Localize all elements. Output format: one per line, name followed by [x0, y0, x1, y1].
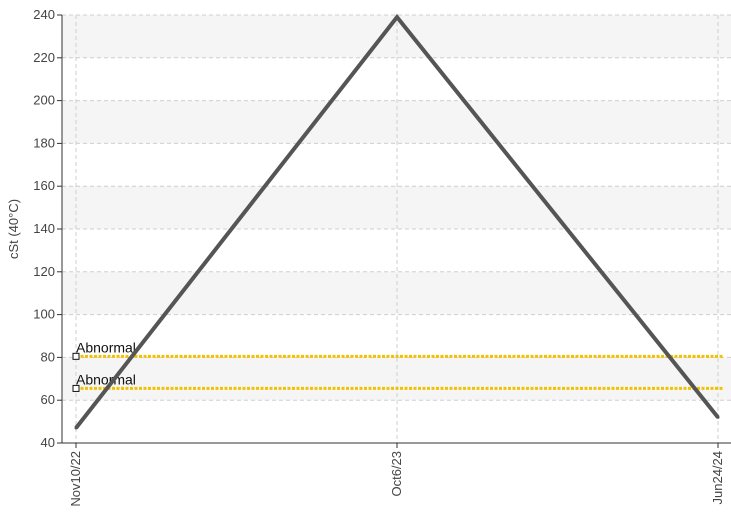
- x-tick-label: Nov10/22: [68, 451, 83, 507]
- y-axis-title: cSt (40°C): [6, 199, 21, 259]
- data-point: [74, 426, 78, 430]
- y-tick-labels: 40 60 80 100 120 140 160 180 200 220 240: [33, 7, 55, 450]
- data-series: [74, 13, 720, 430]
- axes: [57, 14, 731, 448]
- x-tick-labels: Nov10/22 Oct6/23 Jun24/24: [68, 451, 725, 507]
- threshold-label: Abnormal: [76, 339, 136, 355]
- gridlines: [62, 14, 731, 443]
- y-tick-label: 140: [33, 221, 55, 236]
- data-point: [395, 15, 399, 19]
- x-tick-label: Jun24/24: [710, 451, 725, 505]
- threshold-marker: [72, 352, 80, 360]
- threshold-marker: [72, 384, 80, 392]
- y-tick-label: 60: [41, 392, 55, 407]
- y-tick-label: 40: [41, 435, 55, 450]
- data-point: [716, 415, 720, 419]
- y-tick-label: 120: [33, 264, 55, 279]
- y-tick-label: 200: [33, 93, 55, 108]
- x-tick-label: Oct6/23: [389, 451, 404, 497]
- y-tick-label: 220: [33, 50, 55, 65]
- threshold-lines: Abnormal Abnormal: [72, 339, 723, 392]
- y-tick-label: 180: [33, 135, 55, 150]
- y-tick-label: 100: [33, 307, 55, 322]
- y-tick-label: 240: [33, 7, 55, 22]
- y-tick-label: 160: [33, 178, 55, 193]
- y-tick-label: 80: [41, 349, 55, 364]
- threshold-label: Abnormal: [76, 371, 136, 387]
